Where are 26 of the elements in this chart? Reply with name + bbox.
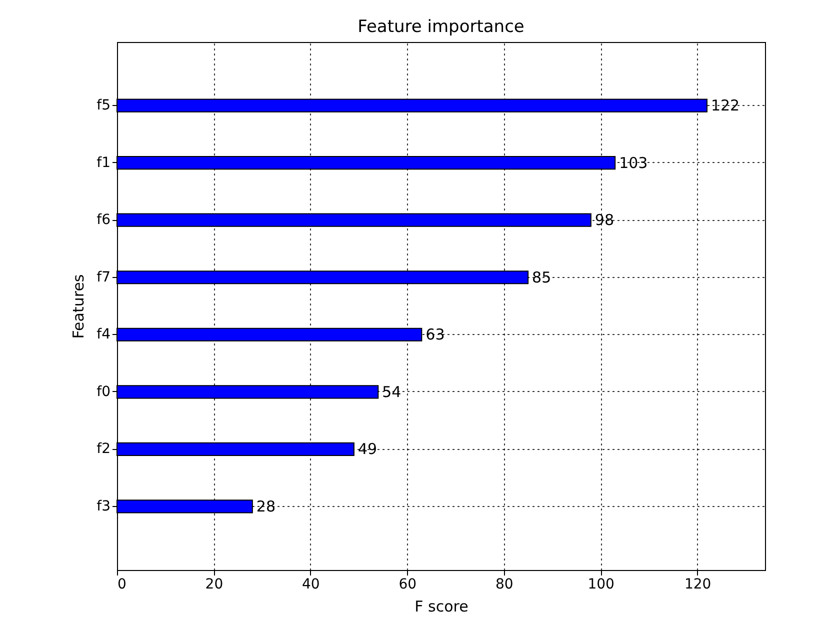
x-tick-label: 100	[588, 576, 614, 592]
chart-title: Feature importance	[358, 17, 524, 37]
y-tick-label: f7	[96, 269, 110, 286]
data-label: 28	[256, 497, 276, 516]
data-label: 63	[426, 326, 445, 344]
x-tick-label: 60	[398, 576, 417, 592]
y-tick-label: f2	[96, 441, 110, 458]
y-tick-label: f6	[96, 212, 111, 228]
data-label: 54	[382, 382, 402, 401]
y-tick-label: f0	[96, 384, 110, 400]
x-tick-label: 0	[118, 576, 126, 592]
x-tick-label: 20	[205, 576, 224, 592]
x-tick-label: 80	[495, 576, 514, 592]
data-label: 98	[594, 211, 614, 230]
data-label: 122	[710, 96, 740, 115]
data-label: 49	[358, 440, 378, 458]
x-tick-label: 120	[684, 576, 712, 592]
x-axis-title: F score	[414, 598, 468, 616]
data-label: 85	[532, 268, 552, 286]
y-tick-label: f5	[96, 98, 110, 114]
data-label: 103	[619, 154, 648, 172]
x-tick-label: 40	[302, 576, 320, 592]
y-tick-label: f1	[96, 154, 110, 171]
y-tick-label: f4	[96, 326, 111, 343]
y-axis-title: Features	[70, 274, 88, 339]
y-tick-label: f3	[96, 498, 110, 514]
